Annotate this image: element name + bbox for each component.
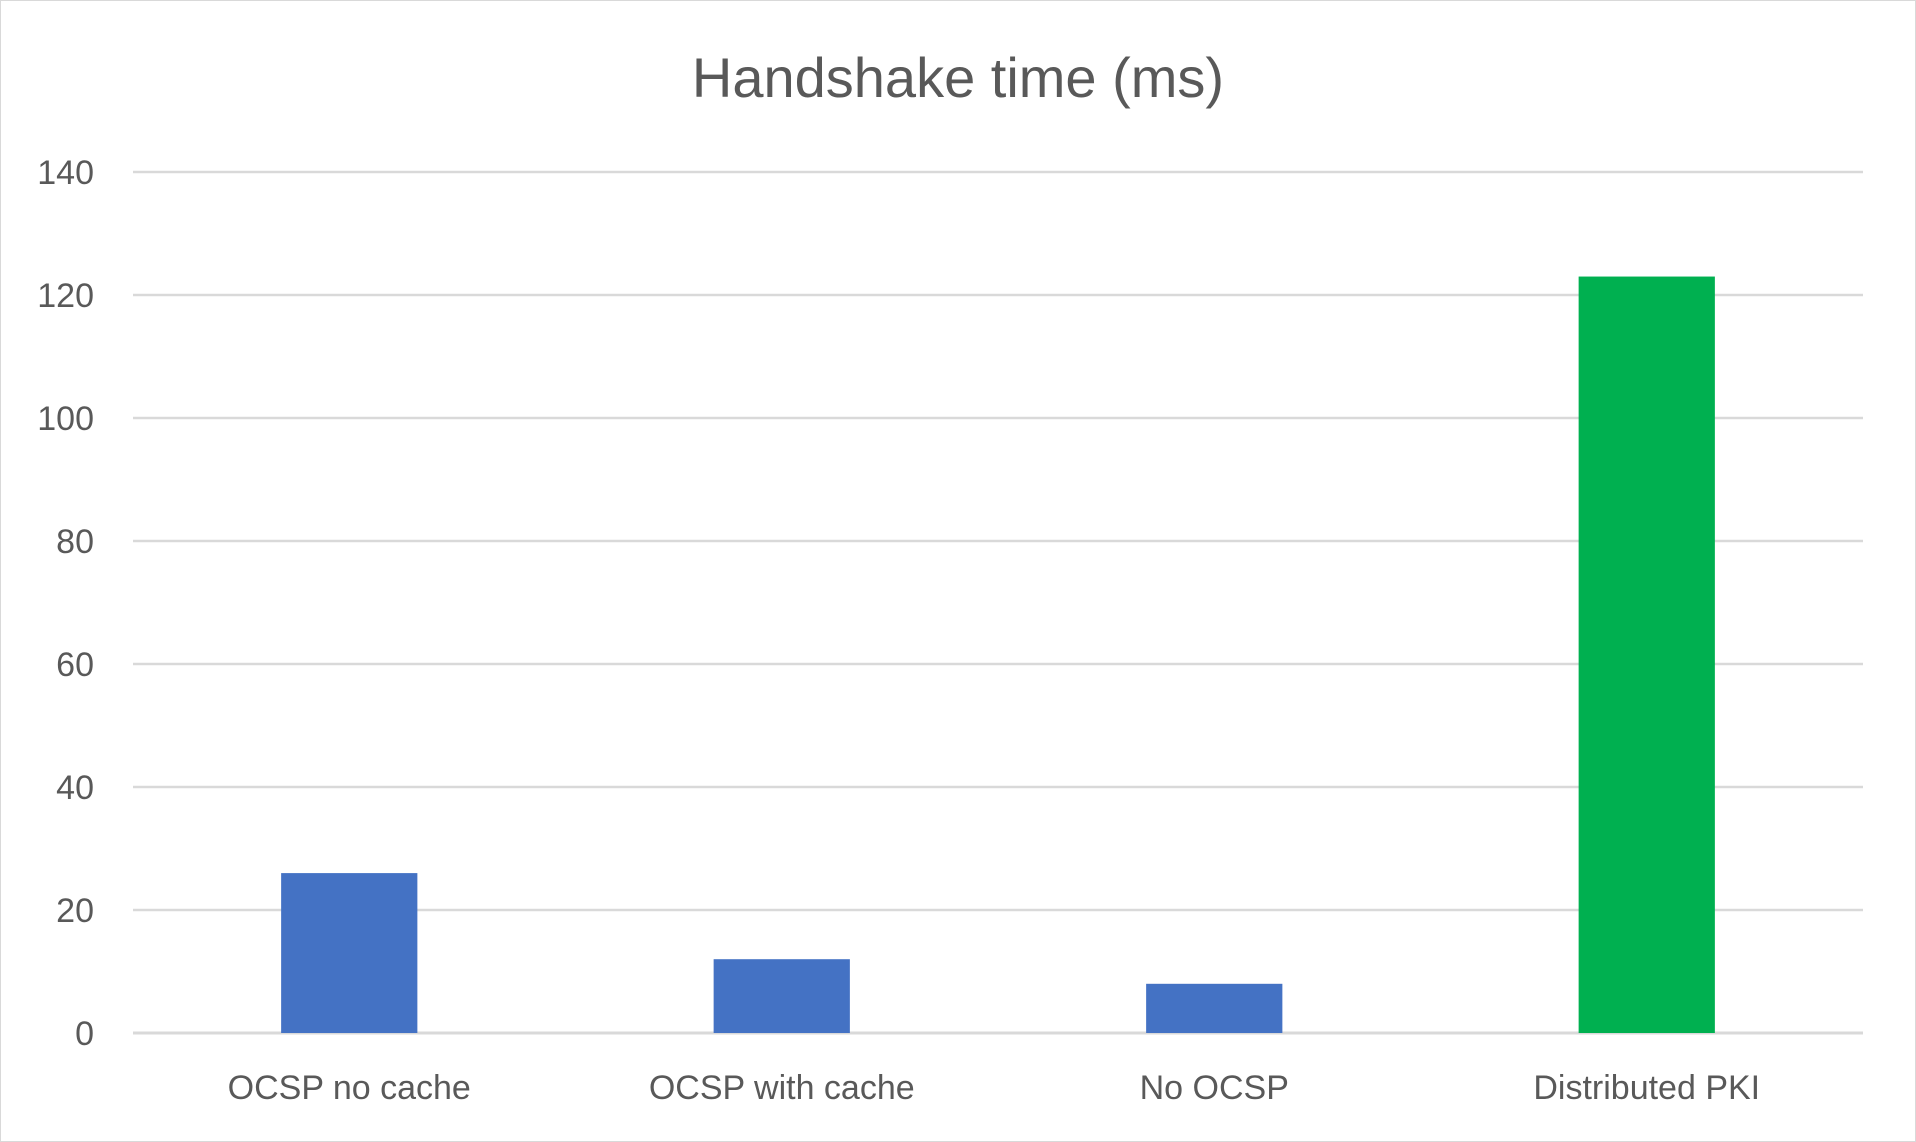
y-axis-tick-labels: 0 20 40 60 80 100 120 140 — [37, 154, 94, 1053]
x-category-label: Distributed PKI — [1533, 1069, 1760, 1107]
chart-title: Handshake time (ms) — [692, 46, 1224, 109]
y-tick-label: 140 — [37, 154, 94, 192]
y-tick-label: 120 — [37, 277, 94, 315]
y-tick-label: 0 — [75, 1015, 94, 1053]
bar-distributed-pki — [1578, 276, 1715, 1033]
x-category-label: No OCSP — [1140, 1069, 1289, 1107]
bar-no-ocsp — [1146, 983, 1283, 1033]
y-tick-label: 100 — [37, 400, 94, 438]
x-category-label: OCSP no cache — [228, 1069, 471, 1107]
y-tick-label: 60 — [56, 646, 94, 684]
gridlines — [133, 170, 1863, 1035]
bars — [281, 276, 1715, 1033]
y-tick-label: 20 — [56, 892, 94, 930]
x-category-label: OCSP with cache — [649, 1069, 915, 1107]
x-axis-category-labels: OCSP no cache OCSP with cache No OCSP Distr… — [228, 1069, 1760, 1107]
y-tick-label: 80 — [56, 523, 94, 561]
bar-ocsp-with-cache — [713, 959, 850, 1033]
y-tick-label: 40 — [56, 769, 94, 807]
bar-ocsp-no-cache — [281, 873, 418, 1033]
